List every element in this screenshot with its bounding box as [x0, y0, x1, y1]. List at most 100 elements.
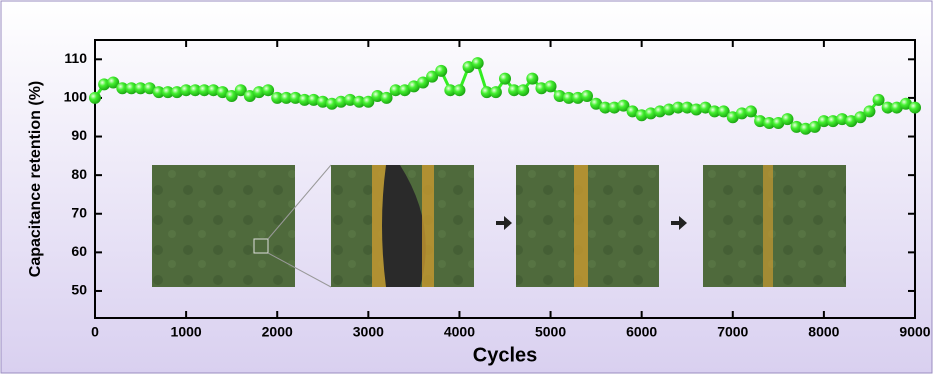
data-point — [180, 84, 193, 97]
data-point — [316, 95, 329, 108]
data-point — [253, 86, 265, 99]
data-point — [863, 105, 876, 118]
data-point — [216, 86, 229, 99]
data-point — [325, 97, 338, 110]
inset — [152, 164, 846, 288]
data-point — [699, 101, 712, 114]
x-tick-label: 1000 — [171, 324, 202, 340]
data-point — [98, 78, 111, 91]
data-point — [134, 82, 147, 95]
data-point — [617, 99, 630, 112]
data-point — [243, 89, 256, 102]
data-point — [599, 101, 612, 114]
data-point — [690, 103, 703, 116]
data-point — [371, 89, 384, 102]
y-tick-label: 60 — [71, 243, 87, 259]
data-point — [271, 91, 284, 104]
data-point — [635, 109, 648, 122]
data-point — [161, 86, 174, 99]
data-point — [462, 61, 475, 74]
x-tick-label: 4000 — [444, 324, 475, 340]
data-point — [881, 101, 894, 114]
data-point — [207, 84, 220, 97]
data-point — [653, 105, 666, 118]
x-tick-label: 0 — [91, 324, 99, 340]
data-point — [590, 97, 603, 110]
data-point — [380, 91, 393, 104]
data-point — [735, 107, 748, 120]
crack-edge — [372, 165, 386, 287]
data-point — [672, 101, 685, 114]
data-point — [499, 72, 511, 85]
y-tick-label: 110 — [64, 50, 87, 66]
data-point — [143, 82, 156, 95]
data-point — [644, 107, 657, 120]
data-point — [298, 93, 311, 106]
inset-image — [703, 165, 846, 287]
data-point — [116, 82, 129, 95]
data-point — [125, 82, 138, 95]
data-point — [225, 89, 238, 102]
data-point — [517, 84, 530, 97]
x-tick-label: 3000 — [353, 324, 384, 340]
data-point — [845, 115, 858, 128]
data-point — [262, 84, 275, 97]
inset-image — [152, 165, 295, 287]
data-point — [571, 91, 584, 104]
arrow — [671, 216, 687, 230]
arrow — [496, 216, 512, 230]
data-point — [553, 89, 566, 102]
data-point — [189, 84, 202, 97]
data-point — [362, 95, 375, 108]
data-point — [726, 111, 739, 124]
data-point — [335, 95, 347, 108]
y-tick-label: 80 — [71, 166, 87, 182]
x-axis-title: Cycles — [473, 344, 538, 366]
data-point — [398, 84, 411, 97]
data-point — [544, 80, 557, 93]
data-point — [854, 111, 867, 124]
data-point — [89, 91, 101, 104]
x-tick-label: 7000 — [717, 324, 748, 340]
data-point — [827, 115, 839, 128]
y-tick-label: 90 — [71, 127, 87, 143]
data-point — [389, 84, 402, 97]
data-point — [444, 84, 457, 97]
data-point — [717, 105, 730, 118]
data-point — [435, 64, 448, 77]
data-point — [152, 86, 165, 99]
data-point — [808, 120, 821, 133]
data-point — [754, 115, 767, 128]
data-point — [489, 86, 502, 99]
inset-box — [253, 238, 269, 254]
data-point — [836, 113, 849, 126]
zoom-line — [267, 164, 332, 240]
data-point — [234, 84, 247, 97]
data-point — [453, 84, 466, 97]
y-tick-label: 70 — [71, 204, 87, 220]
zoom-line — [267, 252, 332, 288]
data-point — [171, 86, 183, 99]
data-point — [608, 101, 621, 114]
data-point — [681, 101, 694, 114]
data-point — [562, 91, 575, 104]
data-point — [508, 84, 521, 97]
data-point — [307, 93, 320, 106]
data-point — [763, 117, 776, 130]
x-tick-label: 5000 — [535, 324, 566, 340]
data-point — [289, 91, 302, 104]
data-point — [417, 76, 429, 89]
data-point — [480, 86, 493, 99]
x-tick-label: 8000 — [808, 324, 839, 340]
x-tick-label: 9000 — [899, 324, 930, 340]
data-point — [535, 82, 548, 95]
y-tick-label: 50 — [71, 282, 87, 298]
data-point — [407, 80, 420, 93]
crack-edge — [574, 165, 588, 287]
data-point — [817, 115, 830, 128]
plot-frame — [94, 39, 916, 319]
data-point — [581, 89, 593, 102]
data-point — [353, 95, 366, 108]
